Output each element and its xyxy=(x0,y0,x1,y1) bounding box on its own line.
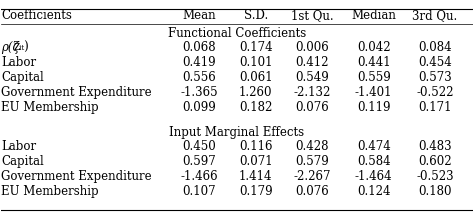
Text: 0.042: 0.042 xyxy=(357,41,391,53)
Text: -1.466: -1.466 xyxy=(181,170,218,183)
Text: -1.365: -1.365 xyxy=(181,86,218,99)
Text: Labor: Labor xyxy=(1,56,36,69)
Text: 0.076: 0.076 xyxy=(295,101,329,114)
Text: EU Membership: EU Membership xyxy=(1,101,99,114)
Text: 1.260: 1.260 xyxy=(239,86,273,99)
Text: 0.107: 0.107 xyxy=(182,185,216,198)
Text: 0.450: 0.450 xyxy=(182,140,216,153)
Text: 0.119: 0.119 xyxy=(357,101,391,114)
Text: -1.401: -1.401 xyxy=(355,86,392,99)
Text: 0.071: 0.071 xyxy=(239,155,273,168)
Text: 0.419: 0.419 xyxy=(182,56,216,69)
Text: 0.559: 0.559 xyxy=(357,71,391,84)
Text: ρ(ζ: ρ(ζ xyxy=(1,41,19,53)
Text: 3rd Qu.: 3rd Qu. xyxy=(412,9,457,22)
Text: 0.182: 0.182 xyxy=(239,101,273,114)
Text: 0.174: 0.174 xyxy=(239,41,273,53)
Text: -2.132: -2.132 xyxy=(294,86,331,99)
Text: Government Expenditure: Government Expenditure xyxy=(1,86,152,99)
Text: Functional Coefficients: Functional Coefficients xyxy=(168,27,306,40)
Text: Government Expenditure: Government Expenditure xyxy=(1,170,152,183)
Text: 0.171: 0.171 xyxy=(418,101,452,114)
Text: 0.116: 0.116 xyxy=(239,140,273,153)
Text: 0.602: 0.602 xyxy=(418,155,452,168)
Text: Capital: Capital xyxy=(1,71,44,84)
Text: 0.061: 0.061 xyxy=(239,71,273,84)
Text: 0.412: 0.412 xyxy=(296,56,329,69)
Text: 1.414: 1.414 xyxy=(239,170,273,183)
Text: Coefficients: Coefficients xyxy=(1,9,72,22)
Text: 0.573: 0.573 xyxy=(418,71,452,84)
Text: 0.441: 0.441 xyxy=(357,56,391,69)
Text: 0.549: 0.549 xyxy=(295,71,329,84)
Text: 0.124: 0.124 xyxy=(357,185,391,198)
Text: S.D.: S.D. xyxy=(244,9,268,22)
Text: Median: Median xyxy=(351,9,396,22)
Text: 0.006: 0.006 xyxy=(295,41,329,53)
Text: 0.099: 0.099 xyxy=(182,101,216,114)
Text: Labor: Labor xyxy=(1,140,36,153)
Text: 0.428: 0.428 xyxy=(296,140,329,153)
Text: 0.483: 0.483 xyxy=(418,140,452,153)
Text: -1.464: -1.464 xyxy=(355,170,392,183)
Text: -2.267: -2.267 xyxy=(294,170,331,183)
Text: 0.597: 0.597 xyxy=(182,155,216,168)
Text: 0.579: 0.579 xyxy=(295,155,329,168)
Text: zᵢₜ): zᵢₜ) xyxy=(13,41,29,53)
Text: 0.556: 0.556 xyxy=(182,71,216,84)
Text: 0.180: 0.180 xyxy=(418,185,452,198)
Text: 0.584: 0.584 xyxy=(357,155,391,168)
Text: -0.522: -0.522 xyxy=(416,86,454,99)
Text: Capital: Capital xyxy=(1,155,44,168)
Text: 0.179: 0.179 xyxy=(239,185,273,198)
Text: EU Membership: EU Membership xyxy=(1,185,99,198)
Text: Input Marginal Effects: Input Marginal Effects xyxy=(169,126,305,139)
Text: 0.084: 0.084 xyxy=(418,41,452,53)
Text: 0.101: 0.101 xyxy=(239,56,273,69)
Text: 1st Qu.: 1st Qu. xyxy=(291,9,334,22)
Text: Mean: Mean xyxy=(182,9,216,22)
Text: 0.454: 0.454 xyxy=(418,56,452,69)
Text: 0.068: 0.068 xyxy=(182,41,216,53)
Text: 0.076: 0.076 xyxy=(295,185,329,198)
Text: -0.523: -0.523 xyxy=(416,170,454,183)
Text: 0.474: 0.474 xyxy=(357,140,391,153)
